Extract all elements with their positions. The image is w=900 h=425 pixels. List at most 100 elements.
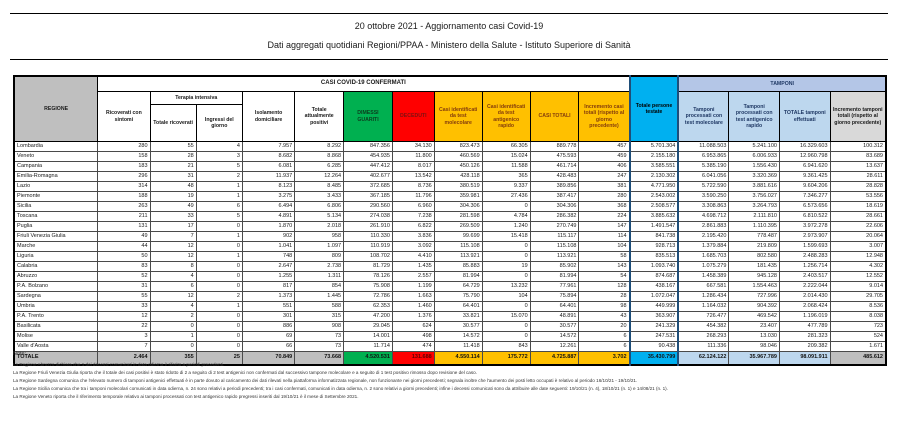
table-row: Lazio 314 48 1 8.123 8.485 372.685 8.736 380.519… bbox=[13, 181, 887, 192]
header-casi-totali: CASI TOTALI bbox=[529, 91, 580, 142]
value-cell: 104 bbox=[578, 241, 631, 252]
value-cell: 1.379.884 bbox=[677, 241, 730, 252]
table-row: Basilicata 22 0 0 886 908 29.045 624 30.577 0 30.5… bbox=[13, 321, 887, 332]
value-cell: 128 bbox=[578, 281, 631, 292]
value-cell: 62.353 bbox=[343, 301, 393, 312]
value-cell: 2.068.424 bbox=[778, 301, 831, 312]
value-cell: 0 bbox=[149, 321, 197, 332]
value-cell: 81.994 bbox=[433, 271, 483, 282]
value-cell: 381 bbox=[578, 181, 631, 192]
value-cell: 902 bbox=[241, 231, 296, 242]
value-cell: 809 bbox=[294, 251, 345, 262]
value-cell: 460.569 bbox=[433, 151, 483, 162]
value-cell: 247.531 bbox=[628, 331, 680, 342]
value-cell: 23.407 bbox=[728, 321, 780, 332]
total-value-cell: 2.464 bbox=[97, 351, 151, 366]
header-casi: CASI COVID-19 CONFERMATI bbox=[97, 75, 631, 92]
value-cell: 43 bbox=[578, 311, 631, 322]
value-cell: 0 bbox=[481, 321, 531, 332]
value-cell: 304.306 bbox=[529, 201, 580, 212]
value-cell: 11.588 bbox=[481, 161, 531, 172]
total-value-cell: 355 bbox=[149, 351, 197, 366]
value-cell: 454.935 bbox=[343, 151, 393, 162]
region-name-cell: Sicilia bbox=[13, 201, 99, 212]
value-cell: 9.604.206 bbox=[778, 181, 831, 192]
value-cell: 3.836 bbox=[391, 231, 435, 242]
value-cell: 147 bbox=[578, 221, 631, 232]
value-cell: 16.329.603 bbox=[778, 141, 831, 152]
value-cell: 11.800 bbox=[391, 151, 435, 162]
header-positivi: Totale attualmente positivi bbox=[294, 91, 345, 142]
value-cell: 5 bbox=[195, 211, 243, 222]
value-cell: 263 bbox=[97, 201, 151, 212]
value-cell: 359.981 bbox=[433, 191, 483, 202]
value-cell: 8.485 bbox=[294, 181, 345, 192]
value-cell: 904.392 bbox=[728, 301, 780, 312]
total-value-cell: 35.430.799 bbox=[628, 351, 680, 366]
value-cell: 498 bbox=[391, 331, 435, 342]
value-cell: 5.722.590 bbox=[677, 181, 730, 192]
table-row: Marche 44 12 0 1.041 1.097 110.919 3.092 115.108… bbox=[13, 241, 887, 252]
value-cell: 73 bbox=[294, 341, 345, 352]
value-cell: 1.671 bbox=[829, 341, 887, 352]
region-name-cell: Emilia-Romagna bbox=[13, 171, 99, 182]
value-cell: 12.261 bbox=[529, 341, 580, 352]
total-value-cell: 62.124.122 bbox=[677, 351, 730, 366]
region-name-cell: Lazio bbox=[13, 181, 99, 192]
value-cell: 2.014.430 bbox=[778, 291, 831, 302]
value-cell: 2.738 bbox=[294, 261, 345, 272]
value-cell: 551 bbox=[241, 301, 296, 312]
total-row: TOTALE 2.464 355 25 70.849 73.668 4.520.531 131… bbox=[13, 351, 887, 366]
value-cell: 14.001 bbox=[343, 331, 393, 342]
value-cell: 2.557 bbox=[391, 271, 435, 282]
value-cell: 114 bbox=[578, 231, 631, 242]
value-cell: 908 bbox=[294, 321, 345, 332]
value-cell: 2.488.283 bbox=[778, 251, 831, 262]
value-cell: 13.542 bbox=[391, 171, 435, 182]
value-cell: 20 bbox=[578, 321, 631, 332]
value-cell: 64.401 bbox=[433, 301, 483, 312]
value-cell: 8.017 bbox=[391, 161, 435, 172]
value-cell: 1.164.032 bbox=[677, 301, 730, 312]
value-cell: 14.572 bbox=[529, 331, 580, 342]
value-cell: 402.677 bbox=[343, 171, 393, 182]
value-cell: 835.513 bbox=[628, 251, 680, 262]
value-cell: 241.329 bbox=[628, 321, 680, 332]
value-cell: 3.585.551 bbox=[628, 161, 680, 172]
value-cell: 75.894 bbox=[529, 291, 580, 302]
value-cell: 4.698.712 bbox=[677, 211, 730, 222]
value-cell: 281.323 bbox=[778, 331, 831, 342]
value-cell: 2.647 bbox=[241, 261, 296, 272]
value-cell: 0 bbox=[481, 331, 531, 342]
value-cell: 12.552 bbox=[829, 271, 887, 282]
value-cell: 113.921 bbox=[433, 251, 483, 262]
value-cell: 3.308.863 bbox=[677, 201, 730, 212]
total-value-cell: 485.612 bbox=[829, 351, 887, 366]
value-cell: 524 bbox=[829, 331, 887, 342]
report-subtitle: Dati aggregati quotidiani Regioni/PPAA -… bbox=[267, 40, 631, 50]
value-cell: 449.999 bbox=[628, 301, 680, 312]
value-cell: 83.689 bbox=[829, 151, 887, 162]
region-name-cell: Marche bbox=[13, 241, 99, 252]
value-cell: 477.789 bbox=[778, 321, 831, 332]
value-cell: 1.311 bbox=[294, 271, 345, 282]
value-cell: 64.729 bbox=[433, 281, 483, 292]
value-cell: 1.240 bbox=[481, 221, 531, 232]
region-name-cell: Puglia bbox=[13, 221, 99, 232]
value-cell: 33.821 bbox=[433, 311, 483, 322]
value-cell: 2.222.044 bbox=[778, 281, 831, 292]
value-cell: 6.006.933 bbox=[728, 151, 780, 162]
value-cell: 1.041 bbox=[241, 241, 296, 252]
table-row: Piemonte 188 19 1 3.275 3.433 367.185 11.796 359… bbox=[13, 191, 887, 202]
value-cell: 18.619 bbox=[829, 201, 887, 212]
header-guariti: DIMESSI GUARITI bbox=[343, 91, 393, 142]
total-value-cell: 131.688 bbox=[391, 351, 435, 366]
value-cell: 1.376 bbox=[391, 311, 435, 322]
value-cell: 75.790 bbox=[433, 291, 483, 302]
value-cell: 98.046 bbox=[728, 341, 780, 352]
value-cell: 726.477 bbox=[677, 311, 730, 322]
header-incr-casi: Incremento casi totali (rispetto al gior… bbox=[578, 91, 631, 142]
value-cell: 11.796 bbox=[391, 191, 435, 202]
value-cell: 8.038 bbox=[829, 311, 887, 322]
notes-list: La Regione Abruzzo dichiara che 1 dei de… bbox=[13, 361, 886, 401]
